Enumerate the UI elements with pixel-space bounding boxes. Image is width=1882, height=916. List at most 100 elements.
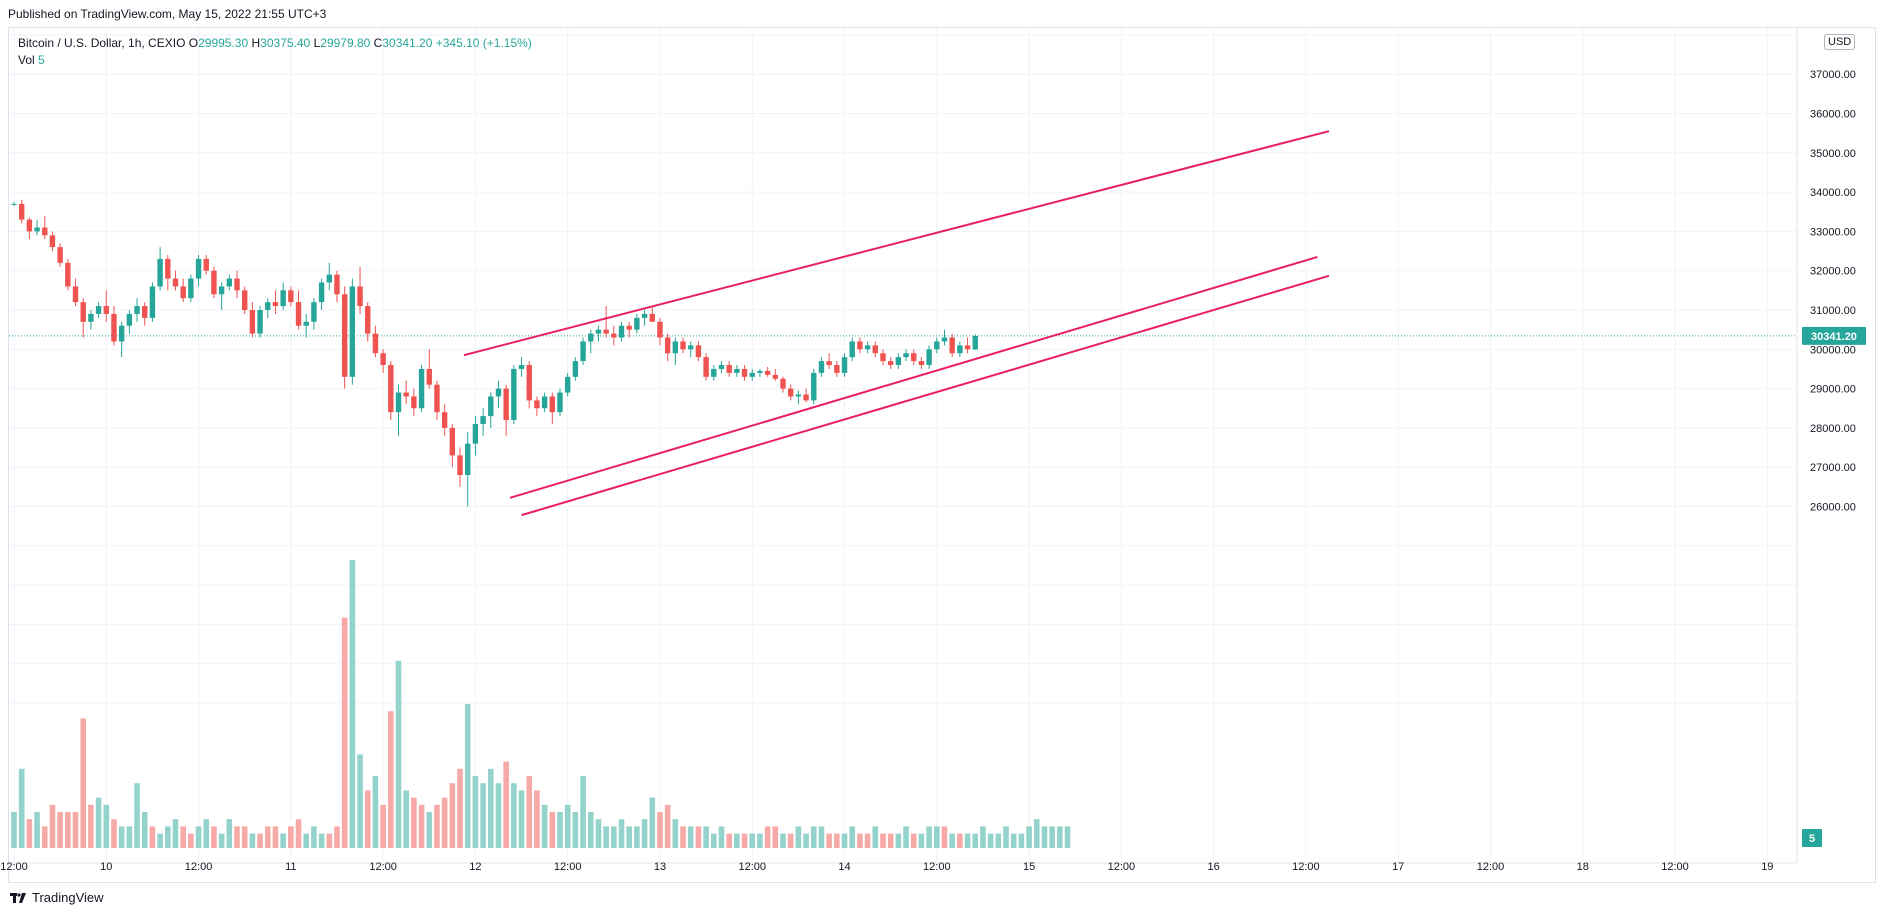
volume-bar bbox=[734, 833, 740, 848]
volume-bar bbox=[349, 560, 356, 848]
high-value: 30375.40 bbox=[260, 36, 311, 50]
candle-body bbox=[103, 306, 109, 314]
candle-body bbox=[72, 286, 79, 303]
volume-bar bbox=[203, 819, 210, 848]
candle-body bbox=[618, 325, 625, 338]
candle-body bbox=[534, 400, 540, 409]
candle-body bbox=[42, 227, 48, 236]
candle-body bbox=[441, 412, 448, 428]
volume-bar bbox=[211, 826, 217, 848]
volume-bar bbox=[541, 804, 548, 848]
time-tick-label: 12:00 bbox=[923, 861, 951, 873]
close-value: 30341.20 bbox=[382, 36, 433, 50]
volume-bar bbox=[895, 833, 902, 848]
candle-body bbox=[357, 286, 363, 307]
candle-body bbox=[557, 392, 563, 413]
time-tick-label: 12:00 bbox=[1292, 861, 1320, 873]
volume-bar bbox=[418, 804, 425, 848]
volume-bar bbox=[480, 783, 486, 848]
candle-body bbox=[518, 365, 525, 369]
volume-bar bbox=[118, 826, 125, 848]
candle-body bbox=[549, 396, 555, 413]
candle-body bbox=[434, 384, 440, 413]
volume-bar bbox=[564, 804, 571, 848]
volume-bar bbox=[1041, 826, 1048, 848]
volume-bar bbox=[464, 704, 471, 848]
currency-button[interactable]: USD bbox=[1824, 34, 1856, 50]
volume-bar bbox=[910, 833, 917, 848]
volume-bar bbox=[188, 833, 194, 848]
trend-line bbox=[509, 255, 1318, 499]
volume-bar bbox=[1010, 833, 1017, 848]
volume-bar bbox=[288, 826, 294, 848]
candle-body bbox=[834, 365, 840, 373]
time-tick-label: 12:00 bbox=[185, 861, 213, 873]
price-tick-label: 37000.00 bbox=[1810, 69, 1856, 81]
volume-bar bbox=[634, 826, 640, 848]
candle-body bbox=[95, 306, 102, 314]
volume-bar bbox=[857, 833, 863, 848]
volume-bar bbox=[980, 826, 986, 848]
volume-bar bbox=[972, 833, 979, 848]
candle-body bbox=[157, 258, 163, 287]
symbol-title[interactable]: Bitcoin / U.S. Dollar, 1h, CEXIO bbox=[18, 36, 186, 50]
time-tick-label: 12:00 bbox=[1108, 861, 1136, 873]
candle-body bbox=[572, 361, 579, 377]
price-tick-label: 34000.00 bbox=[1810, 187, 1856, 199]
volume-bar bbox=[411, 797, 417, 848]
chart-legend: Bitcoin / U.S. Dollar, 1h, CEXIO O29995.… bbox=[18, 35, 532, 69]
volume-bar bbox=[364, 790, 371, 848]
volume-bar bbox=[172, 819, 179, 848]
volume-bar bbox=[626, 826, 632, 848]
candle-body bbox=[718, 365, 725, 369]
price-axis: 26000.00 27000.00 28000.00 29000.00 30000.00… bbox=[1796, 28, 1856, 863]
candle-body bbox=[711, 368, 717, 377]
time-axis: 12:00 10 12:00 11 12:00 12 12:00 13 12:00 14 12:00… bbox=[0, 861, 1796, 873]
tradingview-brand[interactable]: TradingView bbox=[10, 890, 104, 905]
volume-bar bbox=[303, 833, 310, 848]
volume-bar bbox=[749, 833, 756, 848]
volume-bar bbox=[703, 826, 709, 848]
candle-body bbox=[688, 345, 694, 350]
volume-bar bbox=[695, 826, 702, 848]
volume-bar bbox=[495, 783, 502, 848]
candle-body bbox=[395, 392, 402, 413]
high-label: H bbox=[251, 36, 261, 50]
volume-bar bbox=[95, 797, 102, 848]
candle-body bbox=[280, 290, 286, 307]
volume-bar bbox=[918, 833, 925, 848]
time-tick-label: 19 bbox=[1761, 861, 1773, 873]
volume-bar bbox=[26, 819, 33, 848]
candle-body bbox=[918, 361, 925, 366]
volume-bar bbox=[549, 812, 556, 848]
volume-bar bbox=[780, 833, 786, 848]
candle-body bbox=[541, 396, 548, 409]
candle-body bbox=[365, 306, 371, 334]
candle-body bbox=[134, 306, 140, 314]
candle-body bbox=[826, 361, 832, 366]
time-tick-label: 12:00 bbox=[554, 861, 582, 873]
candle-body bbox=[495, 388, 502, 397]
candle-body bbox=[242, 290, 248, 310]
volume-bar bbox=[1033, 819, 1040, 848]
volume-bar bbox=[718, 826, 725, 848]
volume-bar bbox=[341, 617, 348, 848]
volume-bar bbox=[311, 826, 317, 848]
candle-body bbox=[226, 278, 233, 287]
volume-bar bbox=[295, 819, 302, 848]
volume-bar bbox=[641, 819, 648, 848]
candle-body bbox=[757, 370, 763, 373]
low-value: 29979.80 bbox=[320, 36, 371, 50]
volume-bar bbox=[318, 833, 325, 848]
volume-bar bbox=[11, 812, 17, 848]
candle-body bbox=[449, 427, 456, 456]
volume-bar bbox=[611, 826, 617, 848]
price-tick-label: 28000.00 bbox=[1810, 423, 1856, 435]
price-tick-label: 36000.00 bbox=[1810, 109, 1856, 121]
volume-bar bbox=[557, 812, 563, 848]
candle-body bbox=[949, 337, 955, 354]
candle-body bbox=[611, 333, 617, 338]
volume-bar bbox=[180, 826, 186, 848]
volume-bar bbox=[449, 783, 456, 848]
